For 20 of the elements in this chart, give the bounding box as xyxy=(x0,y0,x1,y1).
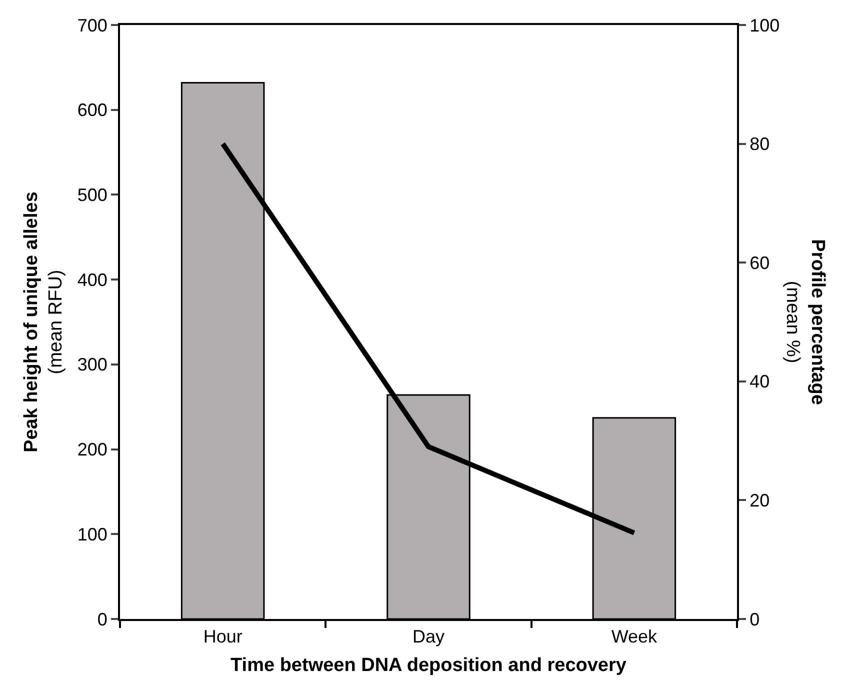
y-tick-label: 700 xyxy=(77,15,108,36)
y-tick-label: 200 xyxy=(77,440,108,460)
y2-tick-label: 40 xyxy=(750,372,770,392)
x-tick-label: Day xyxy=(412,626,445,647)
y2-axis-title: Profile percentage (mean %) xyxy=(782,239,828,405)
x-tick-label: Week xyxy=(611,626,658,647)
y-tick-label: 400 xyxy=(77,270,108,290)
y-tick-label: 100 xyxy=(77,524,108,544)
y-axis-title: Peak height of unique alleles (mean RFU) xyxy=(21,192,67,452)
y2-tick-label: 20 xyxy=(750,490,770,510)
y2-tick-label: 80 xyxy=(750,134,770,154)
y2-tick-label: 100 xyxy=(750,15,780,36)
y-tick-label: 500 xyxy=(77,185,108,206)
x-axis-title: Time between DNA deposition and recovery xyxy=(230,654,627,676)
x-tick-label: Hour xyxy=(203,626,242,647)
y-tick-label: 0 xyxy=(97,609,108,630)
y2-tick-label: 0 xyxy=(750,609,760,630)
y2-tick-label: 60 xyxy=(750,252,770,273)
y-tick-label: 300 xyxy=(77,354,108,375)
y-tick-label: 600 xyxy=(77,100,108,120)
